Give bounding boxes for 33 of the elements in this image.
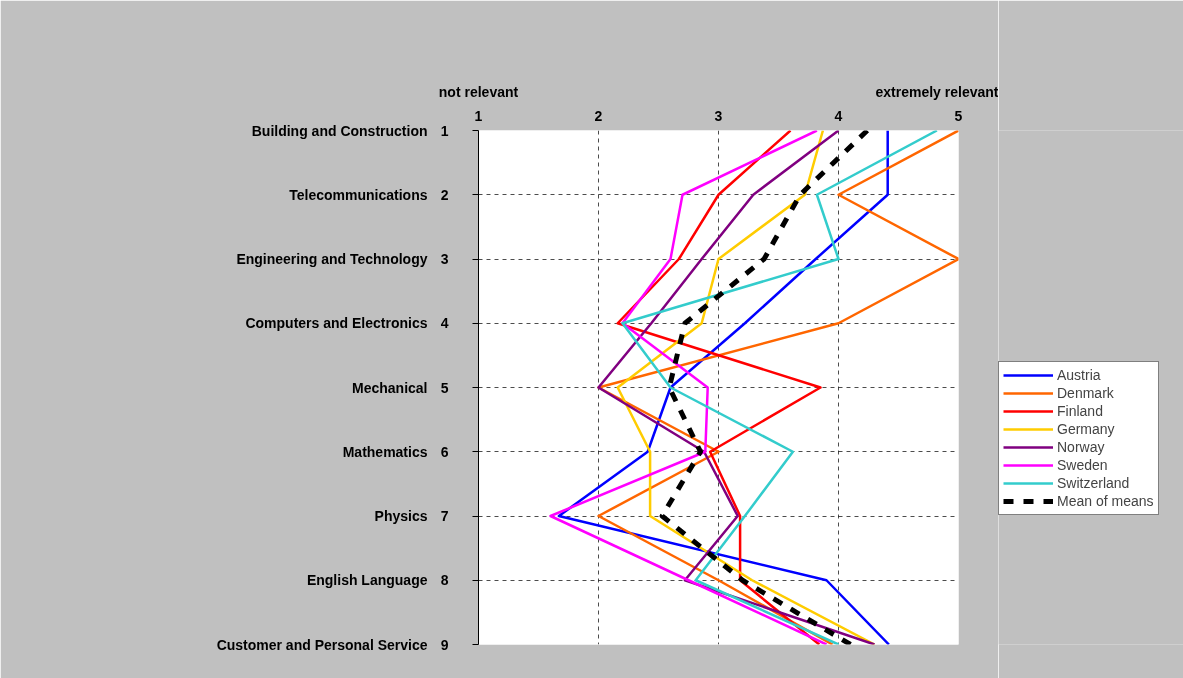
text: 7 <box>440 508 449 524</box>
y-tick-label: Physics <box>374 508 428 524</box>
legend-label: Switzerland <box>1057 474 1130 492</box>
y-tick-label: Computers and Electronics <box>245 315 428 332</box>
x-tick-label: 5 <box>954 107 963 124</box>
y-tick-label: Engineering and Technology <box>236 251 428 267</box>
x-tick-label: 1 <box>474 107 483 124</box>
legend-label: Norway <box>1057 438 1105 456</box>
text: 5 <box>440 379 449 396</box>
text: 8 <box>440 572 449 589</box>
text: 2 <box>440 186 449 203</box>
text: 4 <box>440 315 449 332</box>
y-tick-label: Building and Construction <box>251 122 428 139</box>
y-tick-label: Customer and Personal Service <box>216 636 428 653</box>
text: 6 <box>440 443 449 460</box>
y-tick-label: Mechanical <box>352 379 428 396</box>
y-tick-label: Mathematics <box>342 443 428 460</box>
text: extremely relevant <box>875 83 999 100</box>
x-tick-label: 3 <box>714 107 723 124</box>
y-tick-label: Telecommunications <box>289 186 428 203</box>
legend-label: Mean of means <box>1057 492 1154 510</box>
x-tick-label: 4 <box>834 107 843 124</box>
legend-label: Finland <box>1057 402 1103 420</box>
x-tick-label: 2 <box>594 107 603 124</box>
legend-label: Austria <box>1057 366 1101 384</box>
text: 9 <box>440 636 449 653</box>
y-tick-label: English Language <box>306 572 428 589</box>
text: 3 <box>440 251 449 267</box>
legend-label: Germany <box>1057 420 1115 438</box>
legend-label: Sweden <box>1057 456 1108 474</box>
text: 1 <box>440 122 449 139</box>
text: not relevant <box>438 83 519 100</box>
legend-label: Denmark <box>1057 384 1114 402</box>
